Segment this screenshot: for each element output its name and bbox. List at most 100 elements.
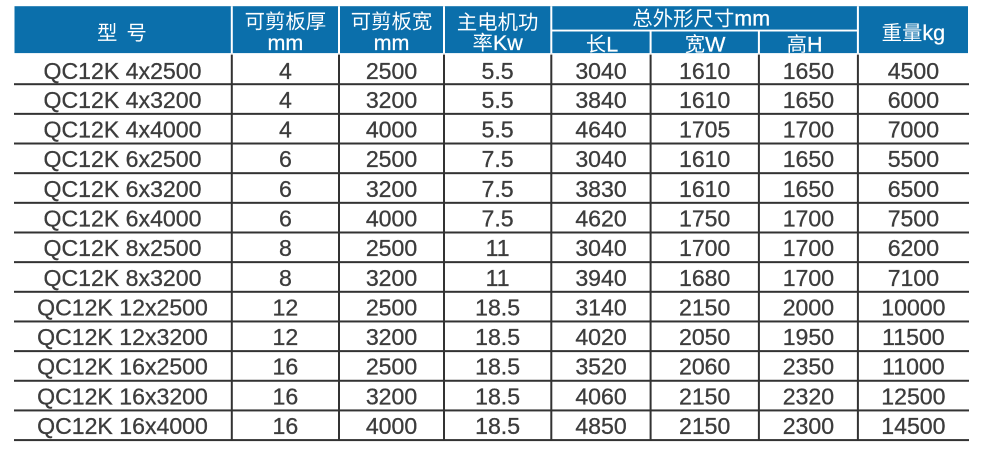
svg-text:QC12K 8x2500: QC12K 8x2500 — [44, 235, 202, 261]
svg-text:4000: 4000 — [366, 413, 417, 439]
svg-text:11000: 11000 — [882, 354, 945, 380]
svg-text:QC12K 6x2500: QC12K 6x2500 — [44, 146, 202, 172]
svg-text:2500: 2500 — [366, 354, 417, 380]
svg-text:2050: 2050 — [679, 324, 730, 350]
svg-text:1610: 1610 — [679, 87, 730, 113]
svg-text:3040: 3040 — [575, 235, 626, 261]
svg-text:7.5: 7.5 — [482, 146, 514, 172]
svg-text:11500: 11500 — [882, 324, 945, 350]
svg-text:2300: 2300 — [783, 413, 834, 439]
svg-text:3200: 3200 — [366, 176, 417, 202]
svg-text:H: H — [807, 32, 823, 56]
svg-text:4640: 4640 — [575, 117, 626, 143]
svg-text:2150: 2150 — [679, 413, 730, 439]
svg-text:7000: 7000 — [888, 117, 939, 143]
svg-text:QC12K 16x3200: QC12K 16x3200 — [37, 383, 208, 409]
svg-text:4: 4 — [279, 117, 292, 143]
svg-text:3140: 3140 — [575, 294, 626, 320]
svg-text:4500: 4500 — [888, 58, 939, 84]
svg-text:QC12K 4x3200: QC12K 4x3200 — [44, 87, 202, 113]
svg-text:12: 12 — [273, 324, 299, 350]
svg-text:3200: 3200 — [366, 324, 417, 350]
svg-text:2500: 2500 — [366, 146, 417, 172]
svg-text:1700: 1700 — [783, 206, 834, 232]
svg-text:2150: 2150 — [679, 383, 730, 409]
svg-text:3520: 3520 — [575, 354, 626, 380]
svg-text:5.5: 5.5 — [482, 58, 514, 84]
svg-text:18.5: 18.5 — [475, 413, 520, 439]
svg-text:QC12K 4x2500: QC12K 4x2500 — [44, 58, 202, 84]
svg-text:2150: 2150 — [679, 294, 730, 320]
svg-text:QC12K 6x3200: QC12K 6x3200 — [44, 176, 202, 202]
svg-text:6: 6 — [279, 176, 292, 202]
svg-text:3830: 3830 — [575, 176, 626, 202]
svg-text:7.5: 7.5 — [482, 206, 514, 232]
svg-text:12: 12 — [273, 294, 299, 320]
svg-text:2500: 2500 — [366, 294, 417, 320]
svg-text:QC12K 4x4000: QC12K 4x4000 — [44, 117, 202, 143]
svg-text:2060: 2060 — [679, 354, 730, 380]
svg-text:QC12K 16x2500: QC12K 16x2500 — [37, 354, 208, 380]
svg-text:18.5: 18.5 — [475, 294, 520, 320]
svg-text:3200: 3200 — [366, 87, 417, 113]
svg-text:16: 16 — [273, 383, 299, 409]
svg-text:1700: 1700 — [783, 265, 834, 291]
svg-text:mm: mm — [734, 7, 770, 31]
svg-text:2500: 2500 — [366, 58, 417, 84]
svg-text:2320: 2320 — [783, 383, 834, 409]
svg-text:3040: 3040 — [575, 58, 626, 84]
svg-text:1610: 1610 — [679, 176, 730, 202]
svg-text:Kw: Kw — [493, 31, 523, 55]
svg-text:14500: 14500 — [881, 413, 945, 439]
svg-text:7500: 7500 — [888, 206, 939, 232]
svg-text:8: 8 — [279, 235, 292, 261]
svg-text:18.5: 18.5 — [475, 383, 520, 409]
svg-text:6200: 6200 — [888, 235, 939, 261]
svg-text:3200: 3200 — [366, 265, 417, 291]
svg-text:5.5: 5.5 — [482, 117, 514, 143]
svg-text:QC12K 12x2500: QC12K 12x2500 — [37, 294, 208, 320]
svg-text:12500: 12500 — [881, 383, 945, 409]
svg-text:4: 4 — [279, 87, 292, 113]
svg-text:7.5: 7.5 — [482, 176, 514, 202]
svg-text:1700: 1700 — [679, 235, 730, 261]
svg-text:3840: 3840 — [575, 87, 626, 113]
svg-text:4000: 4000 — [366, 117, 417, 143]
svg-text:L: L — [606, 32, 618, 56]
svg-text:mm: mm — [267, 31, 303, 55]
svg-text:4620: 4620 — [575, 206, 626, 232]
svg-text:18.5: 18.5 — [475, 354, 520, 380]
svg-text:16: 16 — [273, 354, 299, 380]
svg-text:6500: 6500 — [888, 176, 939, 202]
svg-text:4: 4 — [279, 58, 292, 84]
svg-text:QC12K 6x4000: QC12K 6x4000 — [44, 206, 202, 232]
svg-text:4000: 4000 — [366, 206, 417, 232]
svg-text:5500: 5500 — [888, 146, 939, 172]
svg-text:10000: 10000 — [881, 294, 945, 320]
svg-text:6: 6 — [279, 206, 292, 232]
svg-text:11: 11 — [486, 265, 510, 291]
svg-text:4020: 4020 — [575, 324, 626, 350]
svg-text:8: 8 — [279, 265, 292, 291]
svg-text:5.5: 5.5 — [482, 87, 514, 113]
svg-text:16: 16 — [273, 413, 299, 439]
svg-text:11: 11 — [486, 235, 510, 261]
svg-text:1705: 1705 — [679, 117, 730, 143]
svg-text:QC12K 8x3200: QC12K 8x3200 — [44, 265, 202, 291]
svg-text:1700: 1700 — [783, 117, 834, 143]
svg-text:6000: 6000 — [888, 87, 939, 113]
svg-text:7100: 7100 — [888, 265, 939, 291]
svg-text:W: W — [705, 32, 726, 56]
svg-text:1950: 1950 — [783, 324, 834, 350]
svg-text:3040: 3040 — [575, 146, 626, 172]
svg-text:2350: 2350 — [783, 354, 834, 380]
svg-text:1680: 1680 — [679, 265, 730, 291]
svg-text:mm: mm — [374, 31, 410, 55]
svg-text:1700: 1700 — [783, 235, 834, 261]
svg-text:3940: 3940 — [575, 265, 626, 291]
svg-text:1650: 1650 — [783, 58, 834, 84]
svg-text:1610: 1610 — [679, 146, 730, 172]
svg-text:4850: 4850 — [575, 413, 626, 439]
svg-text:3200: 3200 — [366, 383, 417, 409]
svg-text:kg: kg — [922, 21, 945, 45]
